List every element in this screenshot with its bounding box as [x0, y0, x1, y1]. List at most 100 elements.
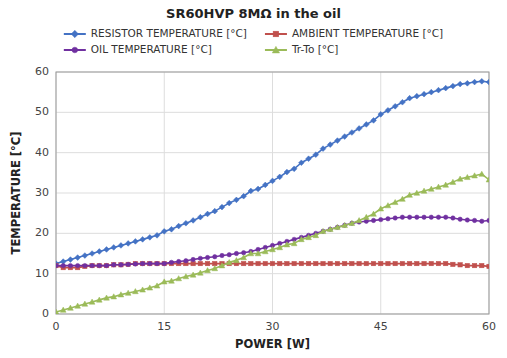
legend-marker — [72, 47, 78, 53]
point — [299, 237, 305, 242]
point — [213, 255, 217, 259]
point — [89, 299, 95, 304]
point — [161, 279, 167, 284]
point — [350, 221, 354, 225]
point — [392, 199, 398, 204]
point — [278, 261, 282, 265]
point — [306, 261, 310, 265]
point — [371, 118, 377, 124]
point — [335, 225, 339, 229]
point — [219, 204, 225, 210]
point — [249, 261, 253, 265]
point — [371, 261, 375, 265]
point — [342, 223, 346, 227]
point — [169, 260, 173, 264]
point — [119, 263, 123, 267]
point — [184, 259, 188, 263]
point — [342, 261, 346, 265]
point — [349, 220, 355, 225]
point — [458, 263, 462, 267]
point — [414, 93, 420, 99]
point — [486, 177, 489, 182]
point — [56, 309, 59, 314]
point — [111, 245, 117, 251]
point — [125, 290, 131, 295]
point — [486, 79, 489, 85]
point — [328, 227, 332, 231]
tick-label: 10 — [35, 267, 49, 280]
point — [407, 192, 413, 197]
legend-marker — [71, 30, 78, 37]
point — [270, 247, 276, 252]
point — [147, 235, 153, 241]
point — [126, 262, 130, 266]
point — [190, 272, 196, 277]
point — [169, 278, 175, 283]
point — [197, 214, 203, 220]
point — [480, 263, 484, 267]
point — [104, 263, 108, 267]
point — [104, 295, 110, 300]
point — [234, 197, 240, 203]
tick-label: 40 — [35, 146, 49, 159]
legend-entry: OIL TEMPERATURE [°C] — [64, 43, 212, 55]
point — [443, 182, 449, 187]
point — [327, 142, 333, 148]
point — [133, 262, 137, 266]
point — [472, 173, 478, 178]
data — [56, 78, 489, 314]
series — [56, 261, 489, 269]
tick-label: 0 — [53, 320, 60, 333]
point — [104, 247, 110, 253]
point — [314, 261, 318, 265]
legend-marker — [272, 46, 279, 53]
point — [205, 211, 211, 217]
point — [379, 261, 383, 265]
point — [256, 261, 260, 265]
point — [191, 261, 195, 265]
point — [306, 156, 312, 162]
tick-label: 15 — [157, 320, 171, 333]
point — [277, 245, 283, 250]
point — [176, 223, 182, 229]
point — [393, 261, 397, 265]
legend: RESISTOR TEMPERATURE [°C]AMBIENT TEMPERA… — [64, 27, 443, 55]
point — [464, 174, 470, 179]
point — [56, 263, 58, 267]
point — [450, 83, 456, 89]
point — [112, 263, 116, 267]
point — [133, 289, 139, 294]
point — [472, 263, 476, 267]
point — [155, 261, 159, 265]
point — [299, 261, 303, 265]
axes: 0102030405060015304560POWER [W]TEMPERATU… — [9, 65, 497, 351]
point — [220, 253, 224, 257]
point — [284, 242, 290, 247]
point — [262, 182, 268, 188]
legend-label: Tr-To [°C] — [291, 43, 339, 55]
legend-entry: RESISTOR TEMPERATURE [°C] — [64, 27, 247, 39]
point — [429, 261, 433, 265]
point — [450, 179, 456, 184]
point — [198, 256, 202, 260]
point — [472, 218, 476, 222]
tick-label: 45 — [374, 320, 388, 333]
point — [436, 87, 442, 93]
point — [386, 217, 390, 221]
point — [155, 261, 159, 265]
point — [350, 261, 354, 265]
point — [479, 171, 485, 176]
point — [428, 186, 434, 191]
point — [140, 237, 146, 243]
title: SR60HVP 8MΩ in the oil — [166, 6, 341, 21]
point — [400, 261, 404, 265]
series — [56, 78, 489, 266]
point — [154, 283, 160, 288]
point — [335, 224, 341, 229]
point — [96, 249, 102, 255]
point — [270, 178, 276, 184]
y-axis-label: TEMPERATURE [°C] — [9, 132, 23, 255]
point — [183, 220, 189, 226]
point — [356, 126, 362, 132]
legend-label: RESISTOR TEMPERATURE [°C] — [91, 27, 247, 39]
